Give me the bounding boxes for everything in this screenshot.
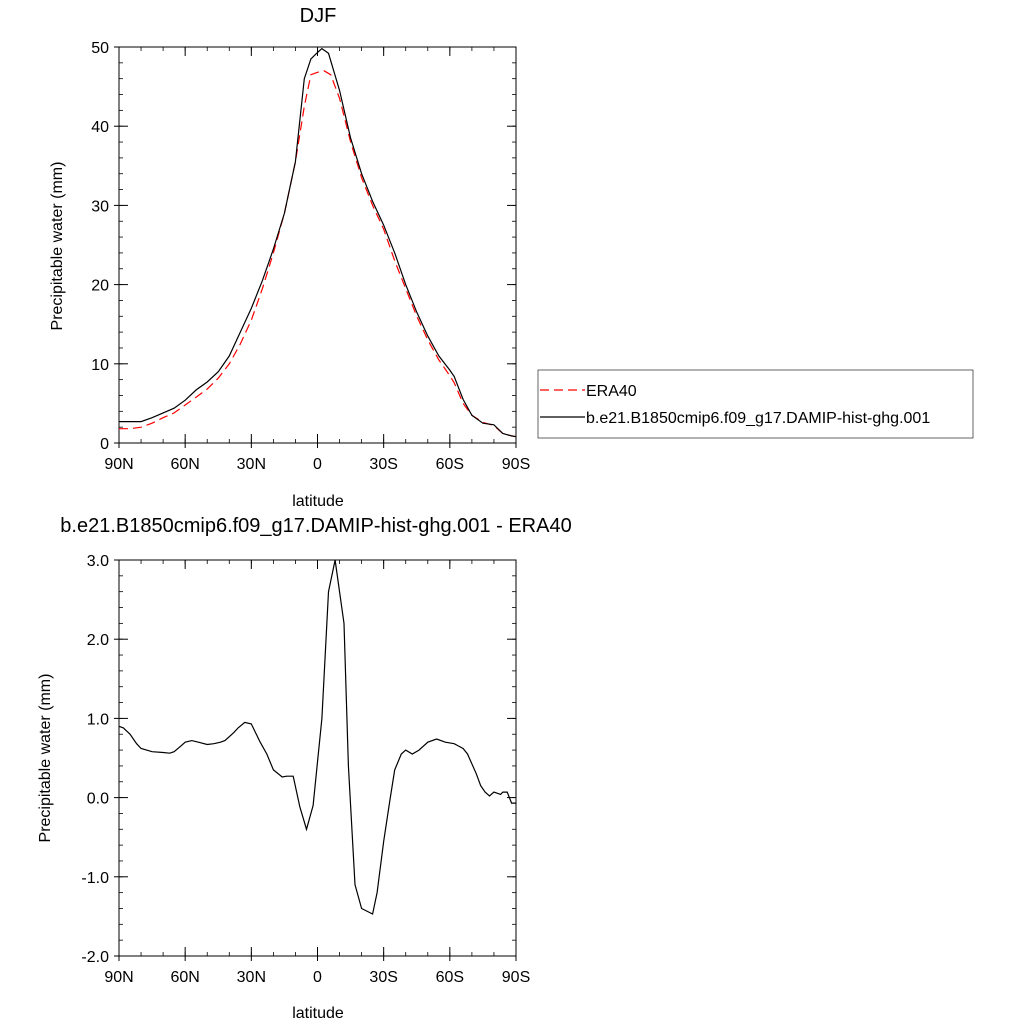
- x-tick-label: 60N: [170, 456, 199, 473]
- x-tick-label: 60N: [170, 969, 199, 986]
- x-tick-label: 0: [313, 969, 322, 986]
- top-chart-xlabel: latitude: [292, 493, 344, 510]
- y-tick-label: -2.0: [81, 949, 109, 966]
- y-tick-label: 50: [91, 40, 109, 57]
- bottom-chart-ylabel: Precipitable water (mm): [37, 674, 54, 843]
- x-tick-label: 90N: [104, 969, 133, 986]
- top-chart-panel: DJF Precipitable water (mm) latitude 90N…: [49, 5, 530, 510]
- bottom-chart-title: b.e21.B1850cmip6.f09_g17.DAMIP-hist-ghg.…: [60, 515, 571, 537]
- legend-label-era40: ERA40: [586, 383, 637, 400]
- series-line-0-1: [119, 47, 517, 438]
- y-tick-label: 20: [91, 278, 109, 295]
- series-line-0-0: [119, 70, 517, 438]
- y-tick-label: 3.0: [87, 553, 109, 570]
- legend-label-model: b.e21.B1850cmip6.f09_g17.DAMIP-hist-ghg.…: [586, 410, 930, 427]
- x-tick-label: 90S: [502, 456, 530, 473]
- y-tick-label: 0.0: [87, 791, 109, 808]
- x-tick-label: 60S: [436, 456, 464, 473]
- x-tick-label: 30S: [369, 456, 397, 473]
- top-chart-title: DJF: [300, 5, 337, 27]
- x-tick-label: 30N: [237, 969, 266, 986]
- x-tick-label: 60S: [436, 969, 464, 986]
- x-tick-label: 30S: [369, 969, 397, 986]
- y-tick-label: 40: [91, 119, 109, 136]
- y-tick-label: 30: [91, 198, 109, 215]
- x-tick-label: 30N: [237, 456, 266, 473]
- legend-frame: [537, 369, 974, 439]
- y-tick-label: 2.0: [87, 632, 109, 649]
- x-tick-label: 90N: [104, 456, 133, 473]
- top-chart-ylabel: Precipitable water (mm): [49, 162, 66, 331]
- x-tick-label: 0: [313, 456, 322, 473]
- bottom-chart-panel: b.e21.B1850cmip6.f09_g17.DAMIP-hist-ghg.…: [37, 515, 572, 1022]
- y-tick-label: 1.0: [87, 711, 109, 728]
- series-line-1-0: [118, 559, 516, 915]
- y-tick-label: -1.0: [81, 870, 109, 887]
- bottom-chart-xlabel: latitude: [292, 1005, 344, 1022]
- y-tick-label: 10: [91, 357, 109, 374]
- y-tick-label: 0: [100, 436, 109, 453]
- x-tick-label: 90S: [502, 969, 530, 986]
- top-chart-legend: ERA40 b.e21.B1850cmip6.f09_g17.DAMIP-his…: [537, 369, 974, 439]
